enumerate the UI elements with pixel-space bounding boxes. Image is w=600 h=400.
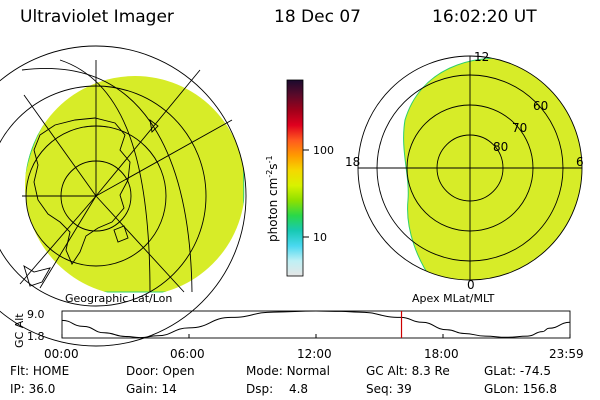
coastline xyxy=(33,117,159,265)
x-tick-label-0600: 06:00 xyxy=(170,347,205,361)
status-gcalt-label: GC Alt: xyxy=(366,364,408,378)
y-tick-label-bottom: 1.8 xyxy=(27,330,45,343)
colorbar-gradient xyxy=(286,79,304,277)
altitude-chart: GC Alt 9.0 1.8 00:00 06:00 12:00 18:00 2… xyxy=(13,308,584,361)
status-ip-label: IP: xyxy=(10,382,25,396)
status-dsp-label: Dsp: xyxy=(246,382,274,396)
mlt-label-18: 18 xyxy=(345,155,360,169)
status-flt-label: Flt: xyxy=(10,364,29,378)
status-glon-label: GLon: xyxy=(484,382,519,396)
plot-frame xyxy=(61,310,571,339)
status-glat-value: -74.5 xyxy=(519,364,551,378)
date: 18 Dec 07 xyxy=(274,7,361,27)
southern-continent-outline xyxy=(23,265,51,287)
status-mode-value: Normal xyxy=(286,364,330,378)
status-door-label: Door: xyxy=(126,364,159,378)
status-dsp: Dsp: 4.8 xyxy=(246,382,308,396)
status-glon: GLon: 156.8 xyxy=(484,382,557,396)
colorbar-unit-label: photon cm-2s-1 xyxy=(265,155,280,242)
right-panel-caption: Apex MLat/MLT xyxy=(412,292,495,305)
magnetic-panel: 12 18 6 0 60 70 80 Apex MLat/MLT xyxy=(345,50,584,305)
title: Ultraviolet Imager xyxy=(20,7,174,27)
status-ip: IP: 36.0 xyxy=(10,382,55,396)
status-seq-value: 39 xyxy=(396,382,412,396)
status-flt-value: HOME xyxy=(32,364,70,378)
x-tick-label-1200: 12:00 xyxy=(297,347,332,361)
status-ip-value: 36.0 xyxy=(28,382,56,396)
auroral-emission-right xyxy=(403,57,582,280)
status-mode-label: Mode: xyxy=(246,364,283,378)
status-flt: Flt: HOME xyxy=(10,364,69,378)
y-tick-label-top: 9.0 xyxy=(27,308,45,321)
x-tick-label-1800: 18:00 xyxy=(424,347,459,361)
mlat-label-80: 80 xyxy=(493,140,508,154)
status-door-value: Open xyxy=(162,364,195,378)
geographic-panel: Geographic Lat/Lon xyxy=(0,45,247,347)
mlat-label-70: 70 xyxy=(512,121,527,135)
mlt-label-6: 6 xyxy=(576,155,584,169)
mlat-mlt-grid xyxy=(357,55,583,281)
status-dsp-value: 4.8 xyxy=(288,382,309,396)
colorbar-tick-10: 10 xyxy=(313,231,327,244)
auroral-emission-left xyxy=(25,76,245,293)
colorbar: 100 10 photon cm-2s-1 xyxy=(265,79,334,277)
mlt-label-0: 0 xyxy=(467,278,475,292)
altitude-series-line xyxy=(61,310,571,339)
status-gcalt-value: 8.3 Re xyxy=(411,364,450,378)
x-tick-label-2359: 23:59 xyxy=(549,347,584,361)
status-door: Door: Open xyxy=(126,364,195,378)
left-panel-caption: Geographic Lat/Lon xyxy=(65,292,172,305)
status-mode: Mode: Normal xyxy=(246,364,330,378)
status-gcalt: GC Alt: 8.3 Re xyxy=(366,364,450,378)
y-axis-label: GC Alt xyxy=(13,313,26,348)
status-gain-value: 14 xyxy=(161,382,177,396)
status-seq: Seq: 39 xyxy=(366,382,412,396)
status-glon-value: 156.8 xyxy=(522,382,557,396)
colorbar-tick-100: 100 xyxy=(313,144,334,157)
status-gain-label: Gain: xyxy=(126,382,158,396)
status-glat: GLat: -74.5 xyxy=(484,364,551,378)
x-tick-label-0000: 00:00 xyxy=(44,347,79,361)
status-seq-label: Seq: xyxy=(366,382,393,396)
status-glat-label: GLat: xyxy=(484,364,517,378)
mlat-label-60: 60 xyxy=(533,99,548,113)
status-gain: Gain: 14 xyxy=(126,382,177,396)
time: 16:02:20 UT xyxy=(432,7,537,27)
mlt-label-12: 12 xyxy=(474,50,489,64)
